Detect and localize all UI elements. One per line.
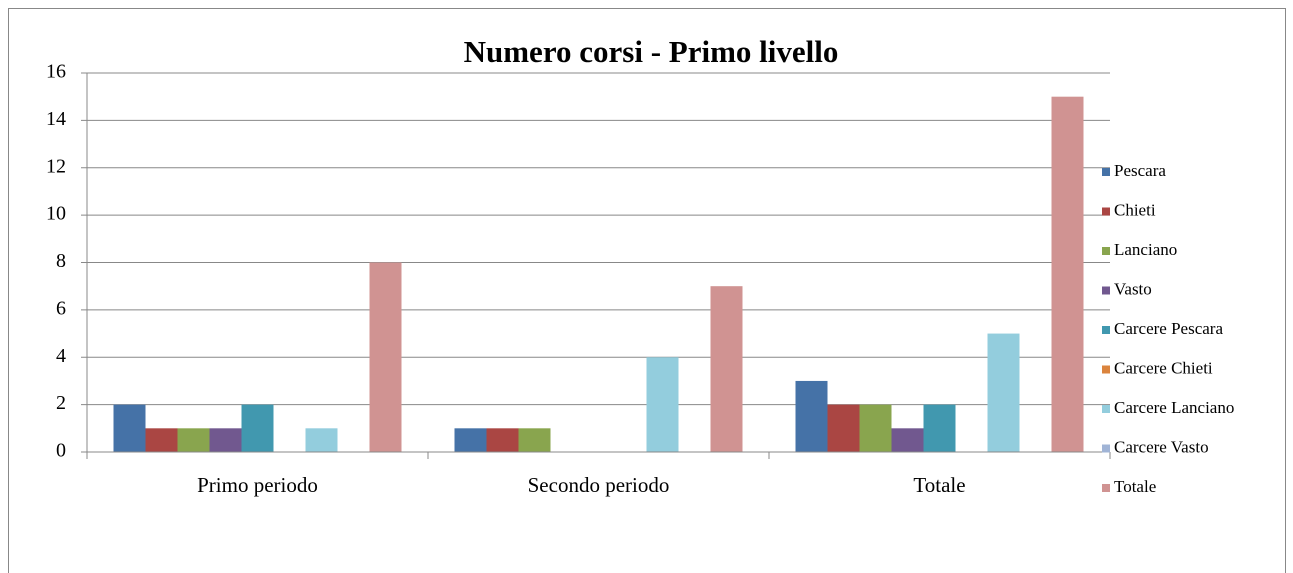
legend-label: Carcere Lanciano xyxy=(1114,398,1234,417)
x-tick-label: Totale xyxy=(913,473,965,497)
bar xyxy=(369,262,402,452)
legend-swatch xyxy=(1102,247,1110,255)
legend-swatch xyxy=(1102,444,1110,453)
bar xyxy=(795,380,828,452)
legend-label: Totale xyxy=(1114,477,1156,496)
bar xyxy=(891,428,924,452)
legend-label: Chieti xyxy=(1114,200,1156,219)
bar xyxy=(646,357,679,452)
bar xyxy=(454,428,487,452)
x-tick-label: Secondo periodo xyxy=(528,473,670,497)
bar xyxy=(145,428,178,452)
y-tick-label: 6 xyxy=(56,297,66,319)
chart-title: Numero corsi - Primo livello xyxy=(464,34,839,69)
legend-swatch xyxy=(1102,484,1110,492)
legend-swatch xyxy=(1102,207,1110,216)
legend-swatch xyxy=(1102,286,1110,295)
legend-label: Carcere Chieti xyxy=(1114,358,1213,377)
bar xyxy=(518,428,551,452)
y-tick-label: 16 xyxy=(46,61,66,83)
legend-swatch xyxy=(1102,365,1110,374)
bar xyxy=(859,404,892,452)
y-tick-label: 2 xyxy=(56,392,66,414)
y-tick-label: 12 xyxy=(46,155,66,177)
y-tick-label: 14 xyxy=(46,108,66,130)
bar xyxy=(987,333,1020,452)
legend-label: Pescara xyxy=(1114,161,1166,180)
bar xyxy=(113,404,146,452)
bar xyxy=(827,404,860,452)
bar xyxy=(209,428,242,452)
legend-label: Carcere Pescara xyxy=(1114,319,1223,338)
y-tick-label: 0 xyxy=(56,440,66,462)
bar xyxy=(486,428,519,452)
bar xyxy=(241,404,274,452)
bar xyxy=(1051,96,1084,452)
y-tick-label: 4 xyxy=(56,345,66,367)
bar xyxy=(710,286,743,452)
x-tick-label: Primo periodo xyxy=(197,473,318,497)
legend-swatch xyxy=(1102,405,1110,413)
legend-label: Vasto xyxy=(1114,279,1152,298)
bar xyxy=(305,428,338,452)
legend-label: Carcere Vasto xyxy=(1114,437,1209,456)
bar xyxy=(923,404,956,452)
y-tick-label: 8 xyxy=(56,250,66,272)
legend-label: Lanciano xyxy=(1114,240,1177,259)
legend-swatch xyxy=(1102,326,1110,334)
y-tick-label: 10 xyxy=(46,203,66,225)
legend-swatch xyxy=(1102,168,1110,176)
bar xyxy=(177,428,210,452)
